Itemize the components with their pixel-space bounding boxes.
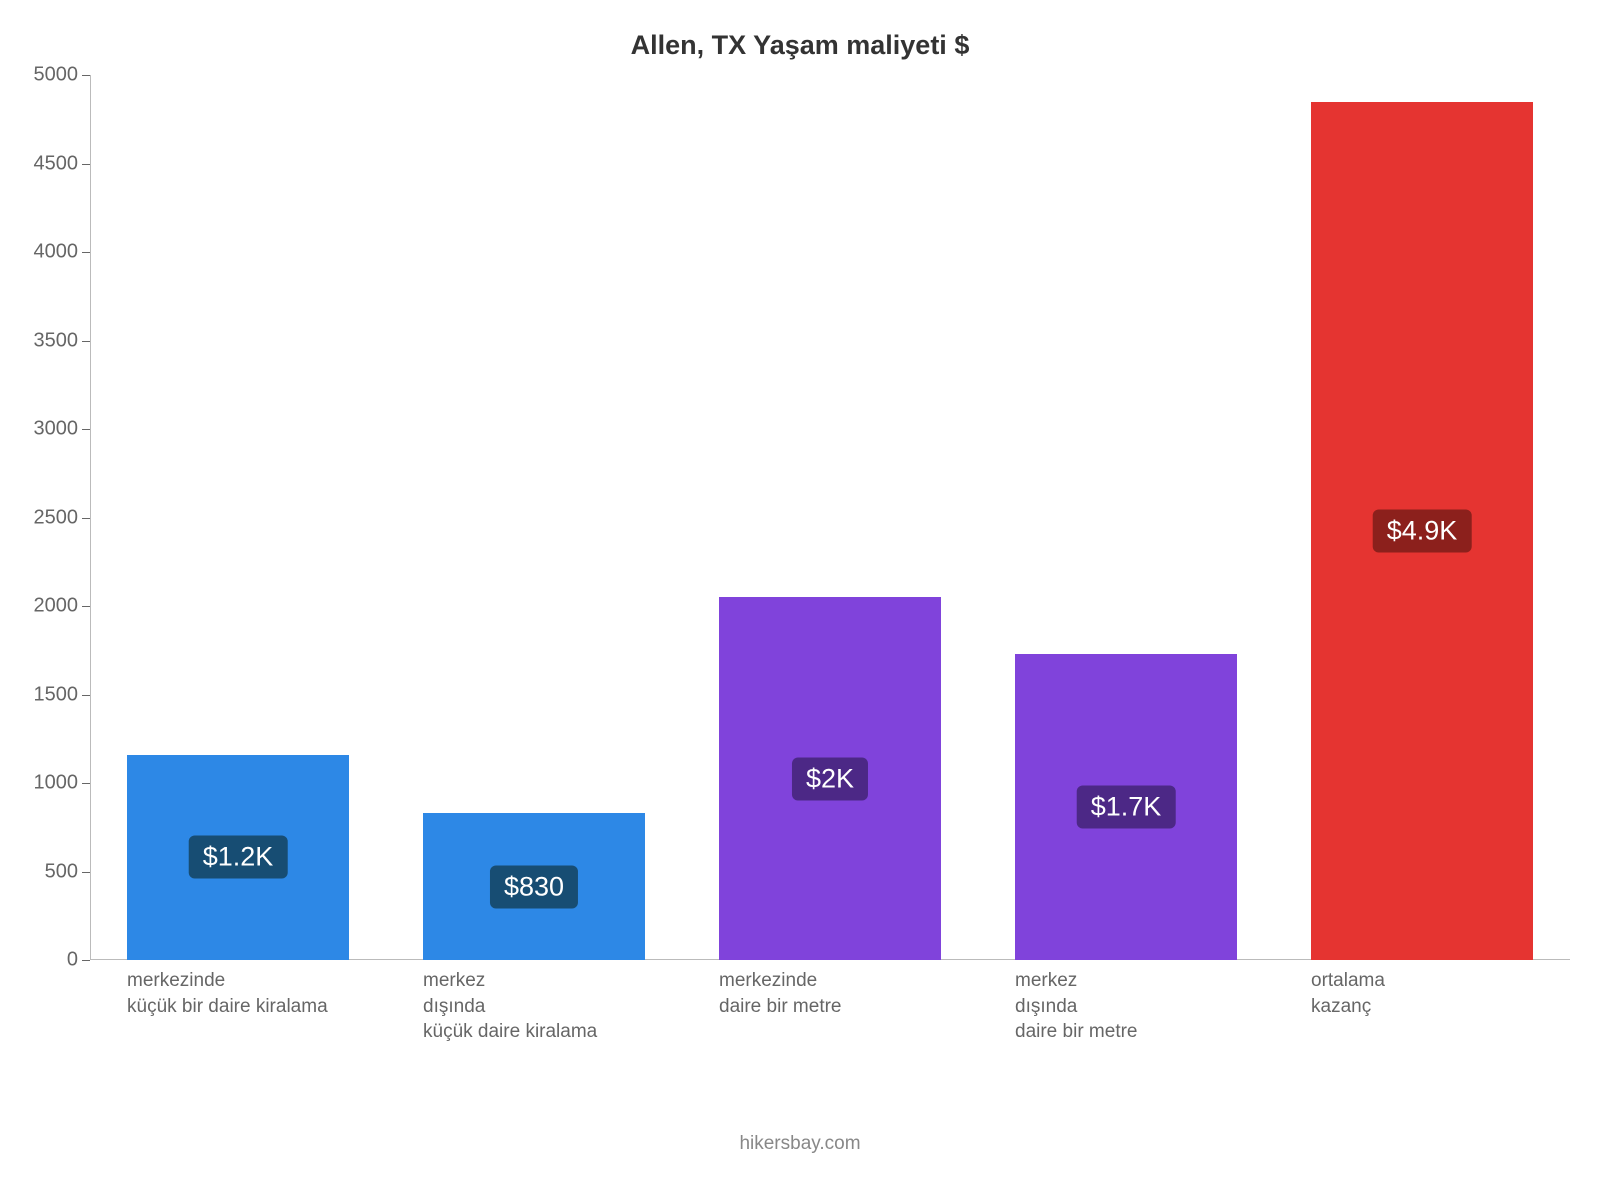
bar: $4.9K: [1311, 102, 1533, 960]
y-tick-mark: [82, 872, 90, 873]
y-tick-mark: [82, 783, 90, 784]
y-tick-mark: [82, 518, 90, 519]
y-tick-mark: [82, 252, 90, 253]
cost-of-living-chart: Allen, TX Yaşam maliyeti $ 0 500 1000 1500 2…: [0, 0, 1600, 1200]
y-tick-label: 1000: [34, 772, 79, 795]
attribution: hikersbay.com: [0, 1133, 1600, 1155]
y-tick-label: 3500: [34, 329, 79, 352]
bar-value-badge: $1.7K: [1077, 785, 1176, 828]
x-tick-label: merkezdışındadaire bir metre: [1015, 968, 1237, 1045]
y-tick-mark: [82, 606, 90, 607]
y-tick-label: 500: [45, 860, 78, 883]
y-tick-label: 0: [67, 949, 78, 972]
y-tick-mark: [82, 429, 90, 430]
y-tick-label: 2000: [34, 595, 79, 618]
bar: $2K: [719, 597, 941, 960]
bar-value-badge: $4.9K: [1373, 509, 1472, 552]
plot-area: $1.2K $830 $2K $1.7K $4.9K: [90, 75, 1570, 960]
x-tick-label: merkezindeküçük bir daire kiralama: [127, 968, 349, 1019]
bar: $1.2K: [127, 755, 349, 960]
chart-title: Allen, TX Yaşam maliyeti $: [0, 30, 1600, 61]
x-tick-label: merkezindedaire bir metre: [719, 968, 941, 1019]
y-tick-label: 4000: [34, 241, 79, 264]
y-tick-label: 4500: [34, 152, 79, 175]
y-tick-label: 3000: [34, 418, 79, 441]
bar-value-badge: $2K: [792, 757, 868, 800]
y-tick-mark: [82, 164, 90, 165]
bar-value-badge: $1.2K: [189, 836, 288, 879]
y-tick-mark: [82, 695, 90, 696]
y-tick-mark: [82, 75, 90, 76]
bar-value-badge: $830: [490, 865, 578, 908]
bar: $830: [423, 813, 645, 960]
y-tick-mark: [82, 341, 90, 342]
y-axis: 0500100015002000250030003500400045005000: [0, 75, 90, 960]
y-tick-label: 5000: [34, 64, 79, 87]
x-tick-label: merkezdışındaküçük daire kiralama: [423, 968, 645, 1045]
bar: $1.7K: [1015, 654, 1237, 960]
y-tick-mark: [82, 960, 90, 961]
y-tick-label: 2500: [34, 506, 79, 529]
x-tick-label: ortalamakazanç: [1311, 968, 1533, 1019]
y-tick-label: 1500: [34, 683, 79, 706]
y-axis-line: [90, 75, 91, 960]
